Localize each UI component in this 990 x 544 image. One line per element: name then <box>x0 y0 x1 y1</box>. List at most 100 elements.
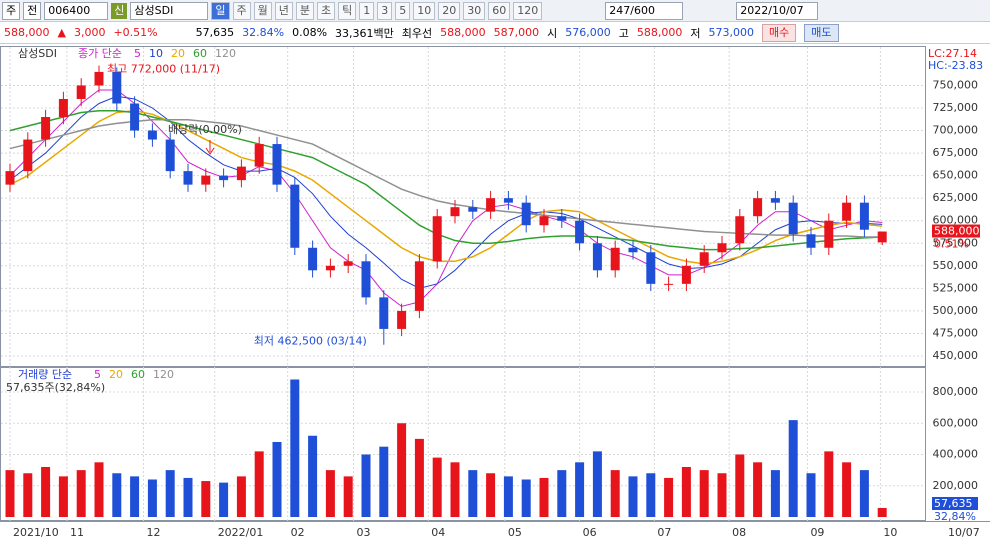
count[interactable]: 247/600 <box>605 1 684 20</box>
high: 588,000 <box>636 26 683 39</box>
volume-bar <box>557 470 567 517</box>
volume-bar <box>539 477 549 517</box>
interval[interactable]: 60 <box>488 1 511 20</box>
candle-body <box>432 216 442 262</box>
period[interactable]: 주 <box>232 1 251 20</box>
hc-label: HC:-23.83 <box>928 59 983 72</box>
volume-bar <box>717 473 727 517</box>
code[interactable]: 006400 <box>44 1 109 20</box>
price-panel <box>0 46 926 367</box>
candle-body <box>379 297 389 329</box>
volume-bar <box>201 481 211 517</box>
volume-bar <box>735 454 745 517</box>
interval[interactable]: 10 <box>413 1 436 20</box>
turnover: 0.08% <box>292 26 328 39</box>
candle-body <box>147 130 157 140</box>
y-tick-label: 750,000 <box>933 78 979 91</box>
volume-bar <box>236 476 246 517</box>
volume-bar <box>842 462 852 517</box>
period[interactable]: 월 <box>253 1 272 20</box>
period[interactable]: 초 <box>317 1 336 20</box>
volume-bar <box>58 476 68 517</box>
volume-bar <box>290 379 300 517</box>
x-tick-label: 11 <box>70 526 84 539</box>
volume-bar <box>699 470 709 517</box>
interval[interactable]: 20 <box>438 1 461 20</box>
volume-bar <box>521 479 531 517</box>
lc-label: LC:27.14 <box>928 47 977 60</box>
candle-body <box>219 175 229 181</box>
candle-body <box>735 216 745 244</box>
volume-bar <box>183 477 193 517</box>
period[interactable]: 분 <box>295 1 314 20</box>
volume-bar <box>165 470 175 517</box>
volume-bar <box>788 420 798 517</box>
chart: 450,000 475,000 500,000 525,000 550,000 575,0… <box>0 46 990 539</box>
bid: 587,000 <box>493 26 540 39</box>
candle-body <box>450 207 460 217</box>
interval[interactable]: 1 <box>359 1 375 20</box>
volume: 57,635 <box>195 26 235 39</box>
volume-bar <box>503 476 513 517</box>
interval[interactable]: 3 <box>377 1 393 20</box>
volume-bar <box>824 451 834 517</box>
candle-body <box>112 71 122 104</box>
buy-button[interactable]: 매수 <box>762 23 797 42</box>
candle-body <box>753 198 763 217</box>
type[interactable]: 전 <box>23 1 42 20</box>
interval[interactable]: 30 <box>463 1 486 20</box>
candle-body <box>628 247 638 253</box>
x-tick-label: 04 <box>431 526 445 539</box>
candle-body <box>681 265 691 284</box>
x-tick-label: 08 <box>732 526 746 539</box>
y-tick-label: 600,000 <box>933 214 979 227</box>
candle-body <box>414 261 424 311</box>
candle-body <box>5 171 15 185</box>
period[interactable]: 틱 <box>338 1 357 20</box>
date[interactable]: 2022/10/07 <box>736 1 819 20</box>
ask: 588,000 <box>440 26 486 39</box>
candle-body <box>664 283 674 285</box>
candle-body <box>575 220 585 244</box>
volume-bar <box>397 423 407 517</box>
legend-entry: 60 <box>193 47 207 60</box>
period[interactable]: 일 <box>211 1 230 20</box>
volume-bar <box>308 435 318 517</box>
y-tick-label: 550,000 <box>933 259 979 272</box>
volume-bar <box>361 454 371 517</box>
candle-body <box>23 139 33 172</box>
candle-body <box>824 220 834 248</box>
volume-bar <box>379 446 389 517</box>
stock-name: 삼성SDI <box>130 1 209 20</box>
volume-status: 57,635주(32,84%) <box>6 381 105 394</box>
candle-body <box>486 198 496 212</box>
interval[interactable]: 5 <box>395 1 411 20</box>
ma-line <box>9 109 883 251</box>
last-ratio-label: 32,84% <box>934 510 976 523</box>
x-tick-label: 05 <box>508 526 522 539</box>
x-tick-label: 2022/01 <box>218 526 264 539</box>
volume-bar <box>681 467 691 517</box>
sell-button[interactable]: 매도 <box>804 23 839 42</box>
volume-bar <box>94 462 104 517</box>
candle-body <box>272 144 282 185</box>
high-label: 고 <box>618 26 629 40</box>
last-price-label: 588,000 <box>934 225 980 238</box>
amount: 33,361백만 <box>335 26 394 40</box>
candle-body <box>699 252 709 266</box>
legend-entry: 120 <box>153 368 174 381</box>
legend-entry: 10 <box>149 47 163 60</box>
volume-bar <box>272 442 282 517</box>
candle-body <box>183 171 193 185</box>
period[interactable]: 년 <box>274 1 293 20</box>
last-date-label: 10/07 <box>948 526 980 539</box>
candle-body <box>592 243 602 271</box>
y-tick-label: 475,000 <box>933 326 979 339</box>
interval[interactable]: 120 <box>513 1 543 20</box>
candle-body <box>76 85 86 99</box>
volume-bar <box>254 451 264 517</box>
last-volume-label: 57,635 <box>934 497 973 510</box>
x-tick-label: 2021/10 <box>13 526 59 539</box>
market[interactable]: 주 <box>2 1 21 20</box>
change: 3,000 <box>73 26 106 39</box>
